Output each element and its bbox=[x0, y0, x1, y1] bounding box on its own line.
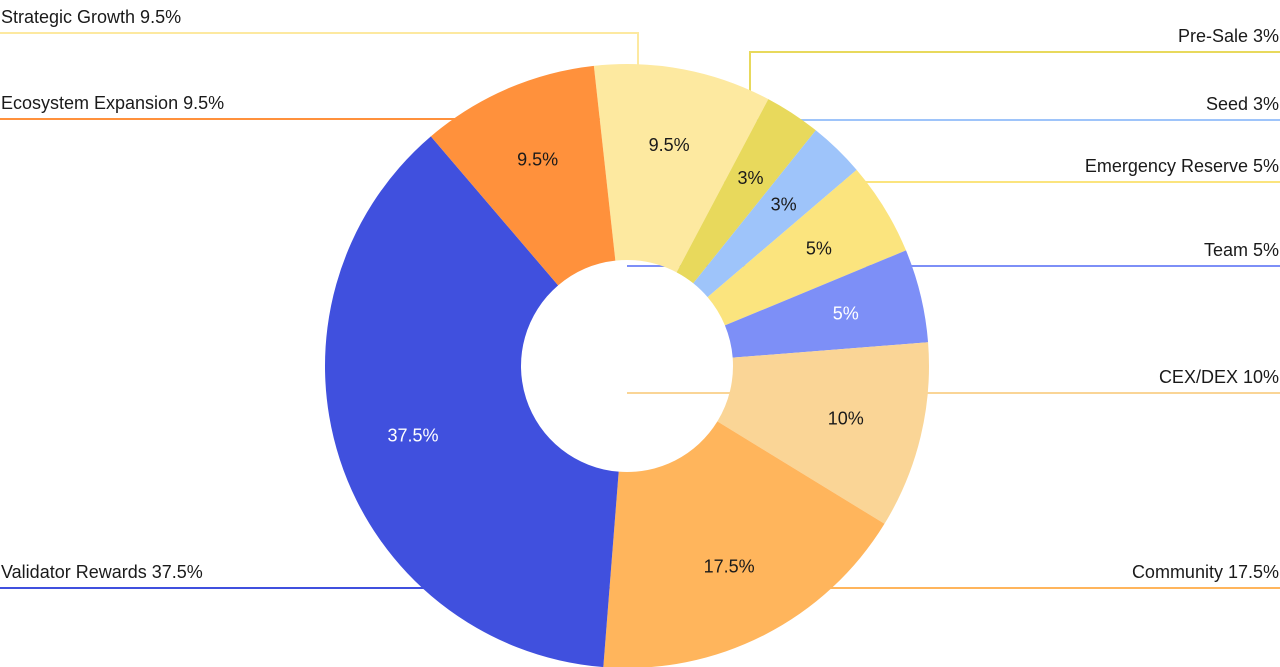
slice-pre-sale bbox=[676, 99, 816, 284]
slice-label-community: 17.5% bbox=[704, 556, 755, 576]
slice-label-cex-dex: 10% bbox=[828, 409, 864, 429]
slice-label-emergency-reserve: 5% bbox=[806, 238, 832, 258]
slice-label-team: 5% bbox=[833, 303, 859, 323]
callout-validator-rewards: Validator Rewards 37.5% bbox=[1, 562, 203, 582]
callout-emergency-reserve: Emergency Reserve 5% bbox=[1085, 156, 1279, 176]
slice-label-seed: 3% bbox=[771, 194, 797, 214]
slice-strategic-growth bbox=[593, 63, 769, 273]
slice-labels: 9.5% 3% 3% 5% 5% 10% 17.5% 37.5% 9.5% bbox=[387, 135, 863, 576]
slice-label-validator-rewards: 37.5% bbox=[387, 426, 438, 446]
callout-team: Team 5% bbox=[1204, 240, 1279, 260]
slice-community bbox=[603, 421, 885, 667]
slice-emergency-reserve bbox=[707, 169, 907, 326]
callout-strategic-growth: Strategic Growth 9.5% bbox=[1, 7, 181, 27]
chart-slices bbox=[325, 63, 929, 667]
slice-cex-dex bbox=[717, 342, 929, 524]
callout-community: Community 17.5% bbox=[1132, 562, 1279, 582]
callout-ecosystem-expansion: Ecosystem Expansion 9.5% bbox=[1, 93, 224, 113]
slice-team bbox=[724, 250, 929, 358]
leader-line-pre-sale bbox=[749, 51, 1280, 104]
slice-ecosystem-expansion bbox=[430, 65, 616, 286]
slice-label-strategic-growth: 9.5% bbox=[649, 135, 690, 155]
callout-seed: Seed 3% bbox=[1206, 94, 1279, 114]
callout-leaders bbox=[0, 32, 1280, 589]
slice-label-ecosystem-expansion: 9.5% bbox=[517, 150, 558, 170]
callout-labels: Strategic Growth 9.5% Pre-Sale 3% Seed 3% E… bbox=[1, 7, 1279, 582]
slice-validator-rewards bbox=[325, 136, 619, 667]
slice-seed bbox=[693, 130, 857, 298]
callout-pre-sale: Pre-Sale 3% bbox=[1178, 26, 1279, 46]
callout-cex-dex: CEX/DEX 10% bbox=[1159, 367, 1279, 387]
slice-label-pre-sale: 3% bbox=[738, 168, 764, 188]
